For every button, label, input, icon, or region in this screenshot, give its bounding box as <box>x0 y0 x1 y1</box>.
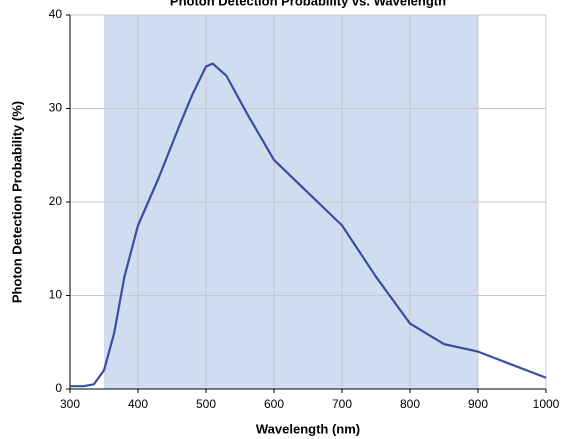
y-tick-label: 30 <box>49 101 63 115</box>
data-line <box>70 62 547 388</box>
x-tick-label: 300 <box>60 397 80 411</box>
x-tick-label: 1000 <box>533 397 560 411</box>
chart-title: Photon Detection Probability vs. Wavelen… <box>170 0 446 8</box>
y-tick-label: 20 <box>49 194 63 208</box>
x-tick-label: 600 <box>264 397 284 411</box>
x-tick-label: 900 <box>468 397 488 411</box>
x-tick-label: 400 <box>128 397 148 411</box>
y-tick-label: 10 <box>49 288 63 302</box>
y-tick-label: 40 <box>49 7 63 21</box>
x-tick-label: 500 <box>196 397 216 411</box>
x-tick-label: 800 <box>400 397 420 411</box>
y-axis-label: Photon Detection Probability (%) <box>9 101 24 303</box>
x-axis-label: Wavelength (nm) <box>256 421 360 436</box>
x-tick-label: 700 <box>332 397 352 411</box>
y-tick-label: 0 <box>55 381 62 395</box>
